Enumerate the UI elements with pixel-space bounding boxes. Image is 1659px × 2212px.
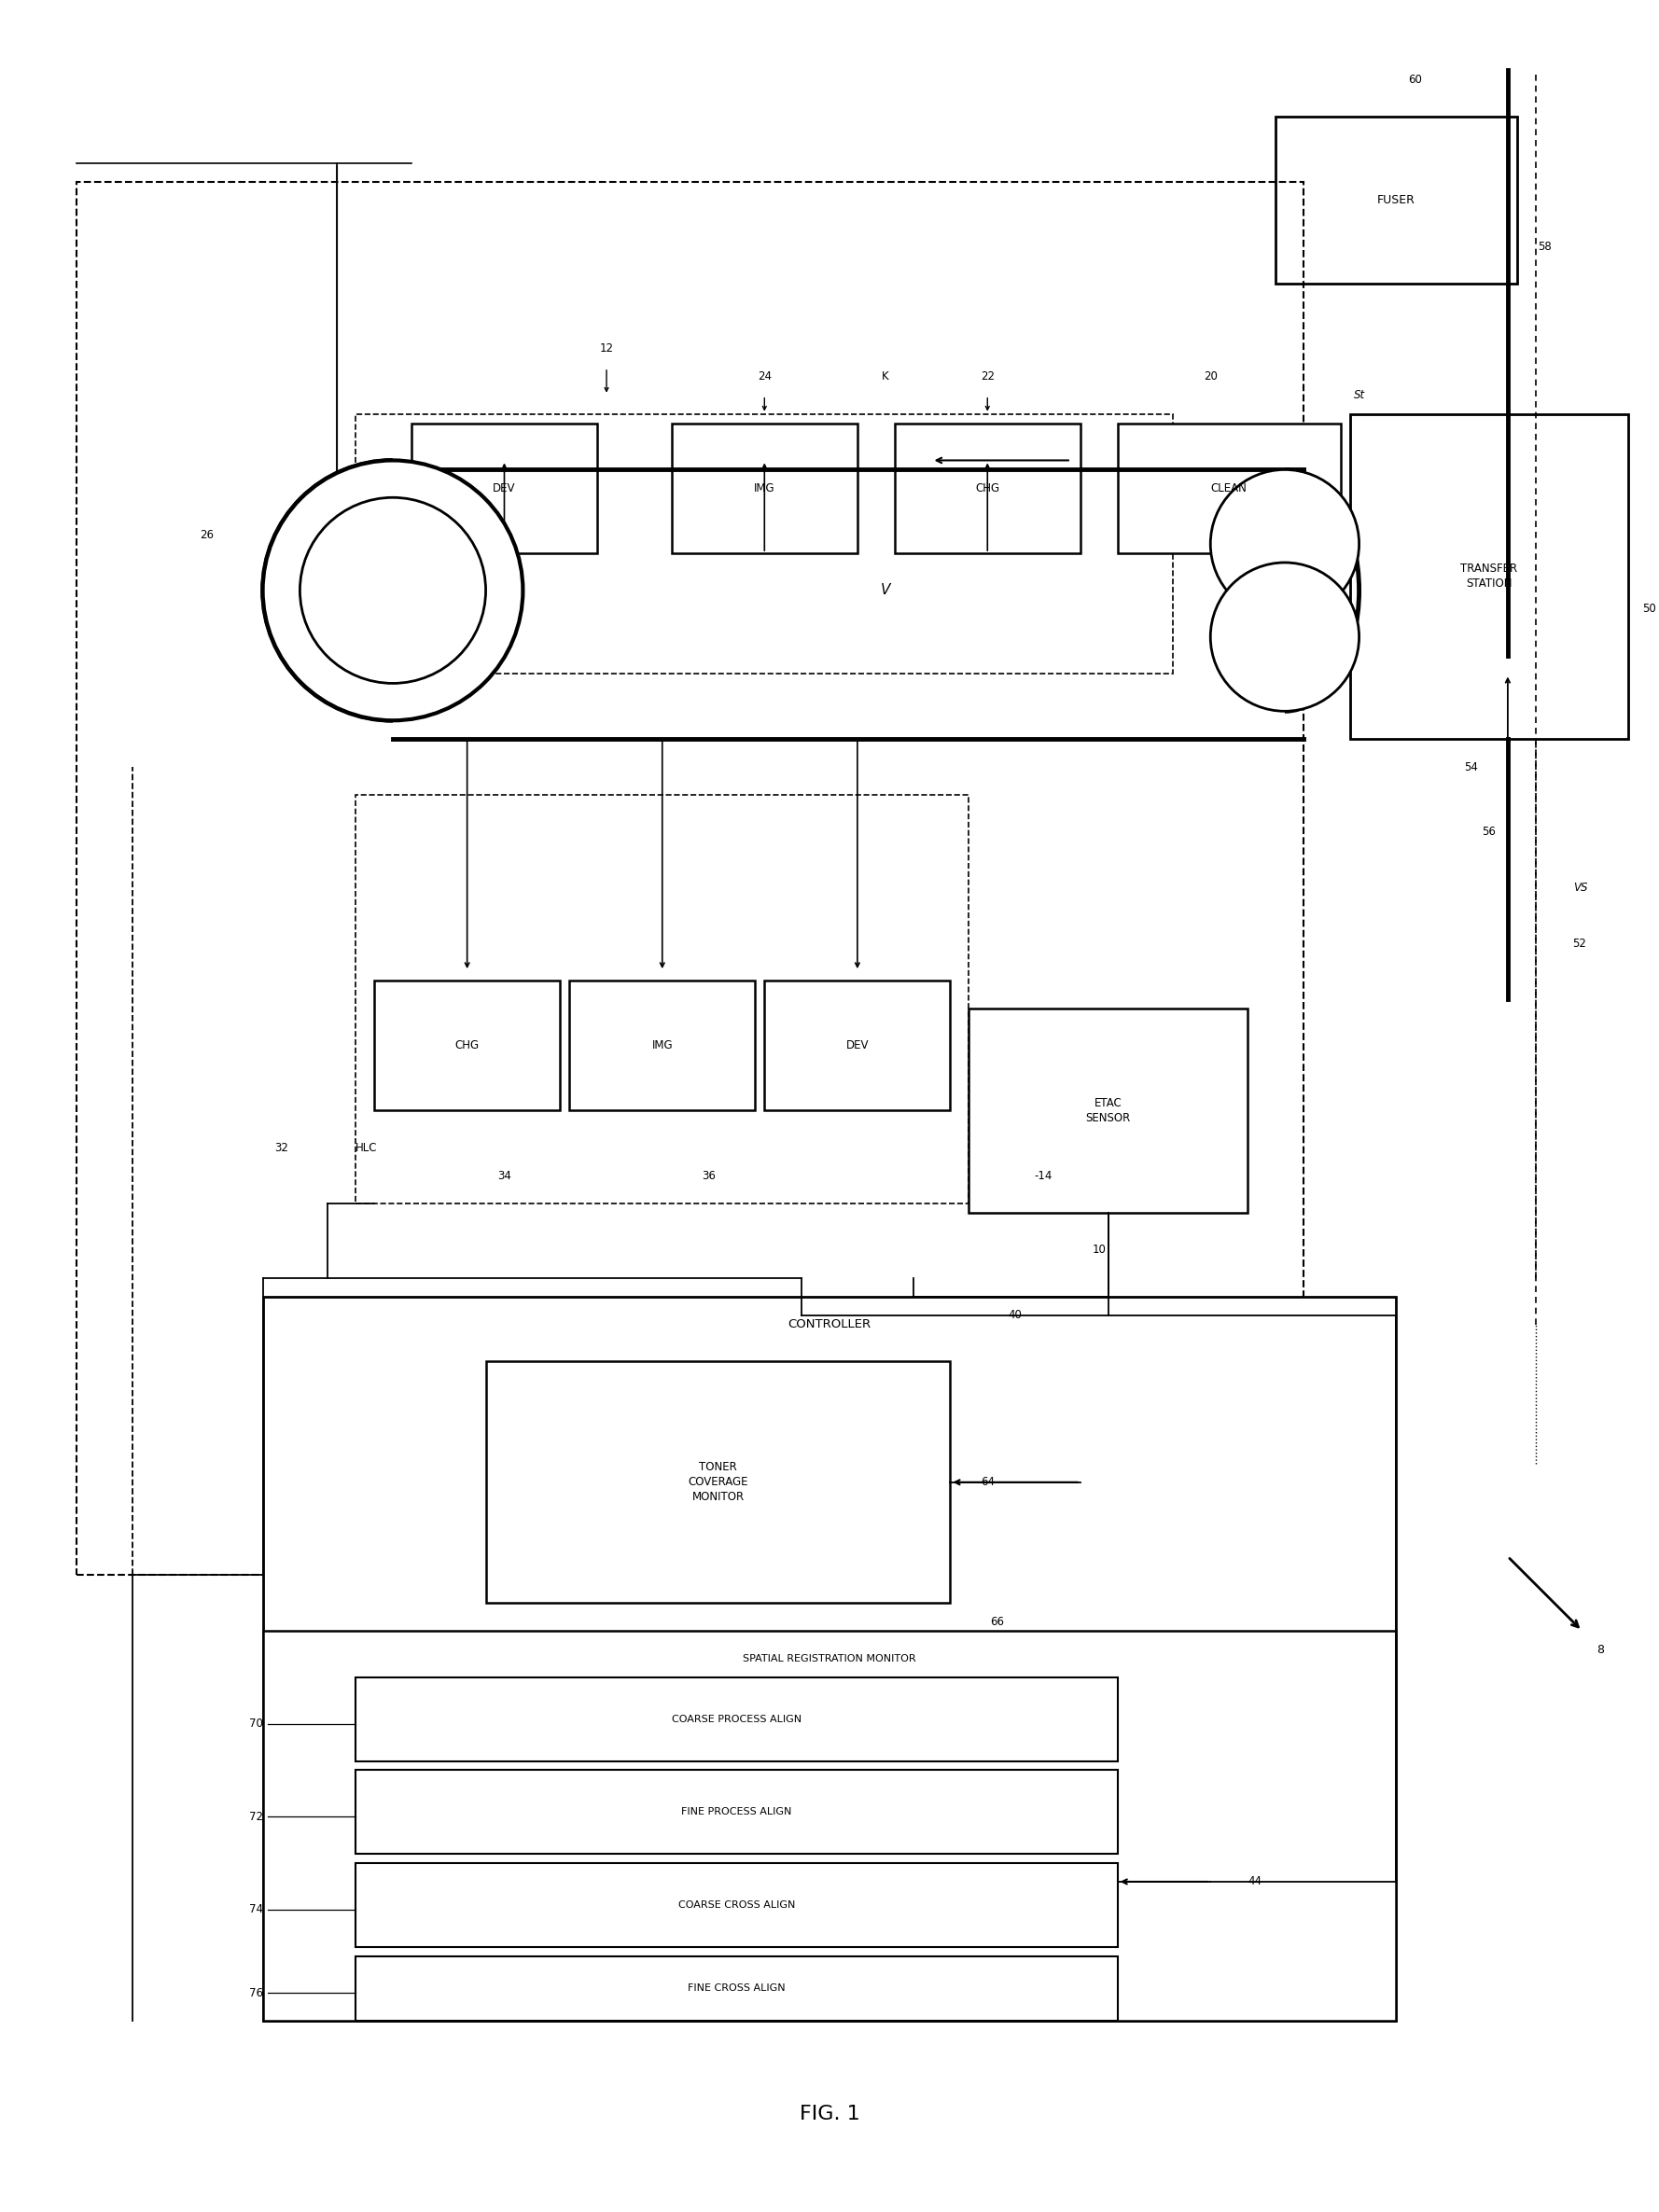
Circle shape (1211, 469, 1359, 619)
Circle shape (300, 498, 486, 684)
Text: 72: 72 (249, 1812, 262, 1823)
Bar (969, 1009, 1248, 1212)
Bar (355, 1677, 1118, 1761)
Bar (672, 422, 858, 553)
Text: K: K (881, 372, 889, 383)
Bar (262, 1296, 1397, 2022)
Circle shape (1211, 562, 1359, 712)
Text: 40: 40 (1009, 1310, 1022, 1321)
Text: FINE PROCESS ALIGN: FINE PROCESS ALIGN (682, 1807, 791, 1816)
Bar (355, 1863, 1118, 1947)
Text: FUSER: FUSER (1377, 195, 1415, 206)
Text: 64: 64 (980, 1475, 994, 1489)
Text: IMG: IMG (652, 1040, 674, 1051)
Text: 70: 70 (249, 1719, 262, 1730)
Bar (262, 1630, 1397, 2022)
Text: SPATIAL REGISTRATION MONITOR: SPATIAL REGISTRATION MONITOR (743, 1655, 916, 1663)
Text: COARSE CROSS ALIGN: COARSE CROSS ALIGN (679, 1900, 795, 1909)
Bar (486, 1360, 951, 1604)
Text: 50: 50 (1642, 604, 1656, 615)
Text: TRANSFER
STATION: TRANSFER STATION (1460, 562, 1518, 591)
Text: CHG: CHG (975, 482, 1000, 493)
Text: 52: 52 (1573, 938, 1586, 949)
Bar (355, 1770, 1118, 1854)
Bar (894, 422, 1080, 553)
Text: 32: 32 (274, 1141, 289, 1155)
Circle shape (262, 460, 523, 721)
Text: 54: 54 (1463, 761, 1478, 772)
Text: 74: 74 (249, 1905, 262, 1916)
Bar (1350, 414, 1629, 739)
Bar (1276, 117, 1516, 283)
Text: HLC: HLC (355, 1141, 378, 1155)
Text: 56: 56 (1481, 825, 1496, 838)
Text: 76: 76 (249, 1986, 262, 2000)
Text: FINE CROSS ALIGN: FINE CROSS ALIGN (688, 1984, 785, 1993)
Text: 44: 44 (1248, 1876, 1261, 1887)
Text: 24: 24 (758, 372, 771, 383)
Bar (355, 1955, 1118, 2022)
Text: IMG: IMG (753, 482, 775, 493)
Bar (355, 414, 1173, 675)
Text: -14: -14 (1034, 1170, 1052, 1181)
Text: CONTROLLER: CONTROLLER (788, 1318, 871, 1329)
Text: 66: 66 (990, 1615, 1004, 1628)
Text: 8: 8 (1598, 1644, 1604, 1655)
Text: 34: 34 (498, 1170, 511, 1181)
Text: St: St (1354, 389, 1365, 400)
Text: 58: 58 (1538, 241, 1551, 252)
Text: CLEAN: CLEAN (1211, 482, 1248, 493)
Bar (355, 794, 969, 1203)
Text: CHG: CHG (455, 1040, 479, 1051)
Text: 26: 26 (201, 529, 214, 540)
Bar (76, 181, 1304, 1575)
Text: DEV: DEV (493, 482, 516, 493)
Text: 10: 10 (1092, 1243, 1107, 1256)
Text: 20: 20 (1203, 372, 1218, 383)
Bar (375, 980, 561, 1110)
Text: V: V (881, 584, 891, 597)
Text: TONER
COVERAGE
MONITOR: TONER COVERAGE MONITOR (688, 1462, 748, 1504)
Text: 22: 22 (980, 372, 994, 383)
Text: 12: 12 (599, 343, 614, 354)
Text: FIG. 1: FIG. 1 (800, 2104, 859, 2124)
Text: ETAC
SENSOR: ETAC SENSOR (1085, 1097, 1131, 1124)
Text: COARSE PROCESS ALIGN: COARSE PROCESS ALIGN (672, 1714, 801, 1723)
Text: DEV: DEV (846, 1040, 869, 1051)
Bar (765, 980, 951, 1110)
Text: VS: VS (1573, 883, 1588, 894)
Bar (411, 422, 597, 553)
Bar (569, 980, 755, 1110)
Text: 36: 36 (702, 1170, 715, 1181)
Text: 60: 60 (1408, 73, 1422, 86)
Bar (1118, 422, 1340, 553)
